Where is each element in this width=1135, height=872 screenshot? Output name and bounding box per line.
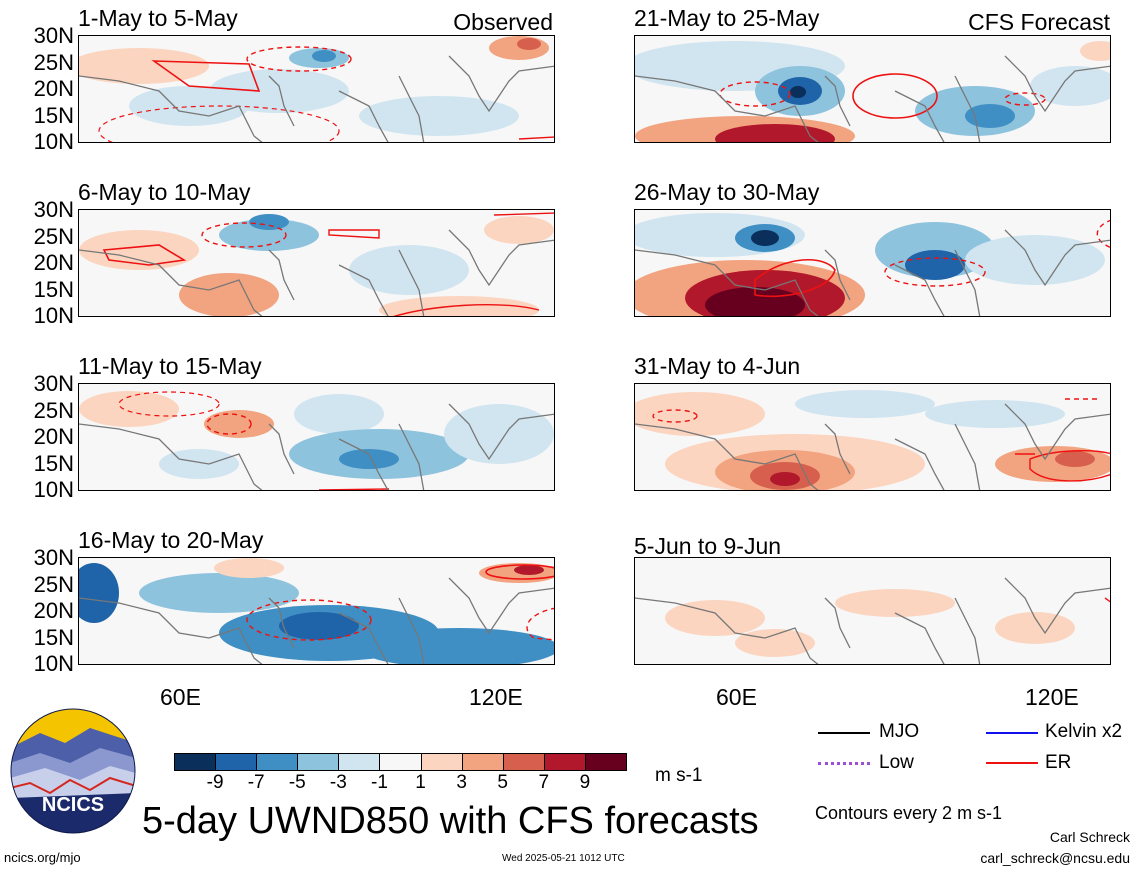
- footer-email[interactable]: carl_schreck@ncsu.edu: [980, 850, 1130, 866]
- lon-label-120e-right: 120E: [1025, 684, 1079, 710]
- colorbar-swatch: [502, 753, 545, 771]
- lat-label: 20N: [33, 76, 74, 101]
- colorbar-tick-label: 9: [579, 772, 591, 793]
- panel-7-title: 31-May to 4-Jun: [634, 353, 801, 379]
- map-panel-7: [634, 383, 1111, 491]
- lat-label: 10N: [33, 129, 74, 154]
- colorbar-tick-label: 7: [538, 772, 550, 793]
- legend-mjo-line: [818, 732, 870, 734]
- lat-label: 25N: [33, 571, 74, 597]
- colorbar-tick-label: -3: [329, 772, 347, 793]
- lon-label-60e-left: 60E: [160, 684, 201, 710]
- lat-label: 20N: [33, 598, 74, 623]
- lat-label: 25N: [33, 223, 74, 249]
- lon-label-60e-right: 60E: [716, 684, 757, 710]
- legend-kelvin-line: [986, 732, 1038, 734]
- colorbar-tick-label: -1: [371, 772, 388, 793]
- panel-5-title: 21-May to 25-May: [634, 5, 820, 31]
- lat-label: 15N: [33, 276, 74, 302]
- colorbar-tick-label: 1: [415, 772, 426, 793]
- legend-low-label: Low: [879, 752, 914, 773]
- colorbar-swatch: [215, 753, 258, 771]
- lat-label: 15N: [33, 102, 74, 128]
- legend-er-line: [986, 762, 1038, 764]
- map-panel-3: [78, 383, 555, 491]
- colorbar-swatch: [256, 753, 299, 771]
- map-panel-2: [78, 209, 555, 317]
- footer-url[interactable]: ncics.org/mjo: [4, 850, 81, 865]
- lat-label: 20N: [33, 424, 74, 449]
- colorbar-swatch: [461, 753, 504, 771]
- map-panel-4: [78, 557, 555, 665]
- panel-4-title: 16-May to 20-May: [78, 527, 264, 553]
- panel-3-title: 11-May to 15-May: [78, 353, 262, 379]
- map-panel-8: [634, 557, 1111, 665]
- lat-label: 30N: [33, 371, 74, 396]
- panel-1-title: 1-May to 5-May: [78, 5, 238, 31]
- lat-label: 15N: [33, 450, 74, 476]
- legend-low-line: [818, 762, 870, 765]
- colorbar-ticks: -9 -7 -5 -3 -1 1 3 5 7 9: [174, 773, 626, 795]
- lat-label: 10N: [33, 303, 74, 328]
- colorbar-swatch: [338, 753, 381, 771]
- panel-6-title: 26-May to 30-May: [634, 179, 820, 205]
- ncics-logo: NCICS: [10, 708, 136, 834]
- legend-mjo-label: MJO: [879, 721, 920, 742]
- logo-text: NCICS: [42, 794, 104, 816]
- colorbar: [174, 753, 627, 771]
- panel-5-tag: CFS Forecast: [968, 9, 1110, 35]
- colorbar-tick-label: 5: [497, 772, 508, 793]
- lat-label: 25N: [33, 397, 74, 423]
- colorbar-tick-label: -9: [206, 772, 224, 793]
- colorbar-swatch: [584, 753, 627, 771]
- lat-label: 20N: [33, 250, 74, 275]
- lat-label: 15N: [33, 624, 74, 650]
- panel-1-tag: Observed: [453, 9, 553, 35]
- footer-author: Carl Schreck: [1049, 829, 1130, 845]
- footer-timestamp: Wed 2025-05-21 1012 UTC: [502, 853, 625, 864]
- main-title: 5-day UWND850 with CFS forecasts: [142, 800, 759, 842]
- lat-label: 25N: [33, 49, 74, 75]
- map-panel-5: [634, 35, 1111, 143]
- colorbar-tick-label: -7: [247, 772, 265, 793]
- lon-label-120e-left: 120E: [469, 684, 523, 710]
- lat-label: 10N: [33, 651, 74, 676]
- colorbar-tick-label: 3: [456, 772, 467, 793]
- colorbar-swatch: [297, 753, 340, 771]
- lat-label: 30N: [33, 23, 74, 48]
- legend-kelvin-label: Kelvin x2: [1045, 721, 1123, 742]
- lat-label: 30N: [33, 197, 74, 222]
- map-panel-1: [78, 35, 555, 143]
- lat-label: 30N: [33, 545, 74, 570]
- contours-note: Contours every 2 m s-1: [815, 803, 1003, 823]
- colorbar-swatch: [543, 753, 586, 771]
- lat-label: 10N: [33, 477, 74, 502]
- panel-2-title: 6-May to 10-May: [78, 179, 251, 205]
- colorbar-units: m s-1: [655, 765, 703, 786]
- colorbar-tick-label: -5: [288, 772, 306, 793]
- legend-er-label: ER: [1045, 752, 1072, 773]
- map-panel-6: [634, 209, 1111, 317]
- colorbar-swatch: [379, 753, 422, 771]
- panel-8-title: 5-Jun to 9-Jun: [634, 533, 782, 559]
- colorbar-swatch: [420, 753, 463, 771]
- colorbar-swatch: [174, 753, 217, 771]
